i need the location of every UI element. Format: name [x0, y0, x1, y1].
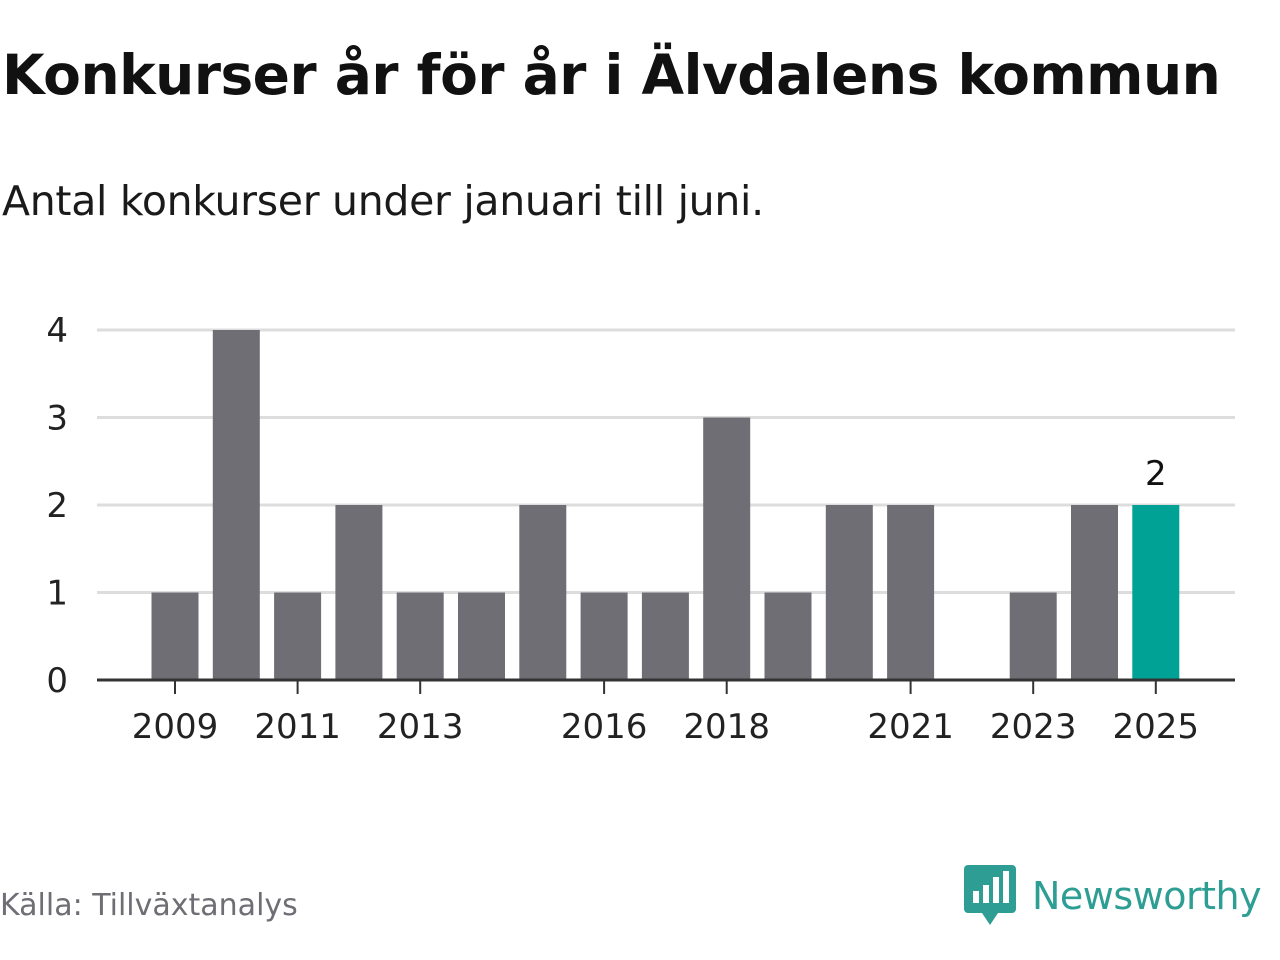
bar — [1071, 505, 1118, 680]
bar-chart: 0 1 2 3 4 2009 2011 2013 2016 2018 2021 2023 2025 2 — [46, 311, 1235, 747]
x-tick-label: 2025 — [1113, 707, 1200, 747]
x-axis-tick-labels: 2009 2011 2013 2016 2018 2021 2023 2025 — [132, 707, 1199, 747]
x-tick-label: 2011 — [254, 707, 341, 747]
bar — [274, 592, 322, 680]
bar — [641, 592, 689, 680]
x-tick-label: 2023 — [990, 707, 1077, 747]
y-tick-label: 2 — [46, 486, 68, 526]
source-note: Källa: Tillväxtanalys — [0, 888, 298, 923]
bar — [151, 592, 199, 680]
y-tick-label: 1 — [46, 574, 68, 614]
x-tick-label: 2013 — [377, 707, 464, 747]
x-tick-label: 2021 — [867, 707, 954, 747]
brand-name: Newsworthy — [1032, 874, 1262, 918]
x-tick-label: 2018 — [683, 707, 770, 747]
x-tick-label: 2016 — [561, 707, 648, 747]
bar — [887, 505, 935, 680]
x-tick-label: 2009 — [132, 707, 219, 747]
bar — [519, 505, 567, 680]
y-tick-label: 0 — [46, 661, 68, 701]
y-tick-label: 3 — [46, 399, 68, 439]
chart-title: Konkurser år för år i Älvdalens kommun — [2, 43, 1221, 107]
y-tick-label: 4 — [46, 311, 68, 351]
bar — [335, 505, 383, 680]
bar — [825, 505, 873, 680]
bars — [151, 330, 1180, 680]
bar — [458, 592, 505, 680]
bar — [396, 592, 444, 680]
data-label: 2 — [1145, 454, 1167, 494]
grid-lines — [97, 328, 1235, 594]
data-labels: 2 — [1145, 454, 1167, 494]
bar — [764, 592, 812, 680]
bar — [1009, 592, 1057, 680]
bar — [580, 592, 628, 680]
x-axis — [97, 678, 1235, 694]
bar — [212, 330, 260, 680]
newsworthy-logo-icon — [964, 865, 1016, 925]
bar-highlight — [1132, 505, 1180, 680]
brand: Newsworthy — [964, 865, 1262, 927]
y-axis-tick-labels: 0 1 2 3 4 — [46, 311, 68, 701]
bar — [703, 417, 751, 680]
chart-subtitle: Antal konkurser under januari till juni. — [2, 177, 764, 225]
